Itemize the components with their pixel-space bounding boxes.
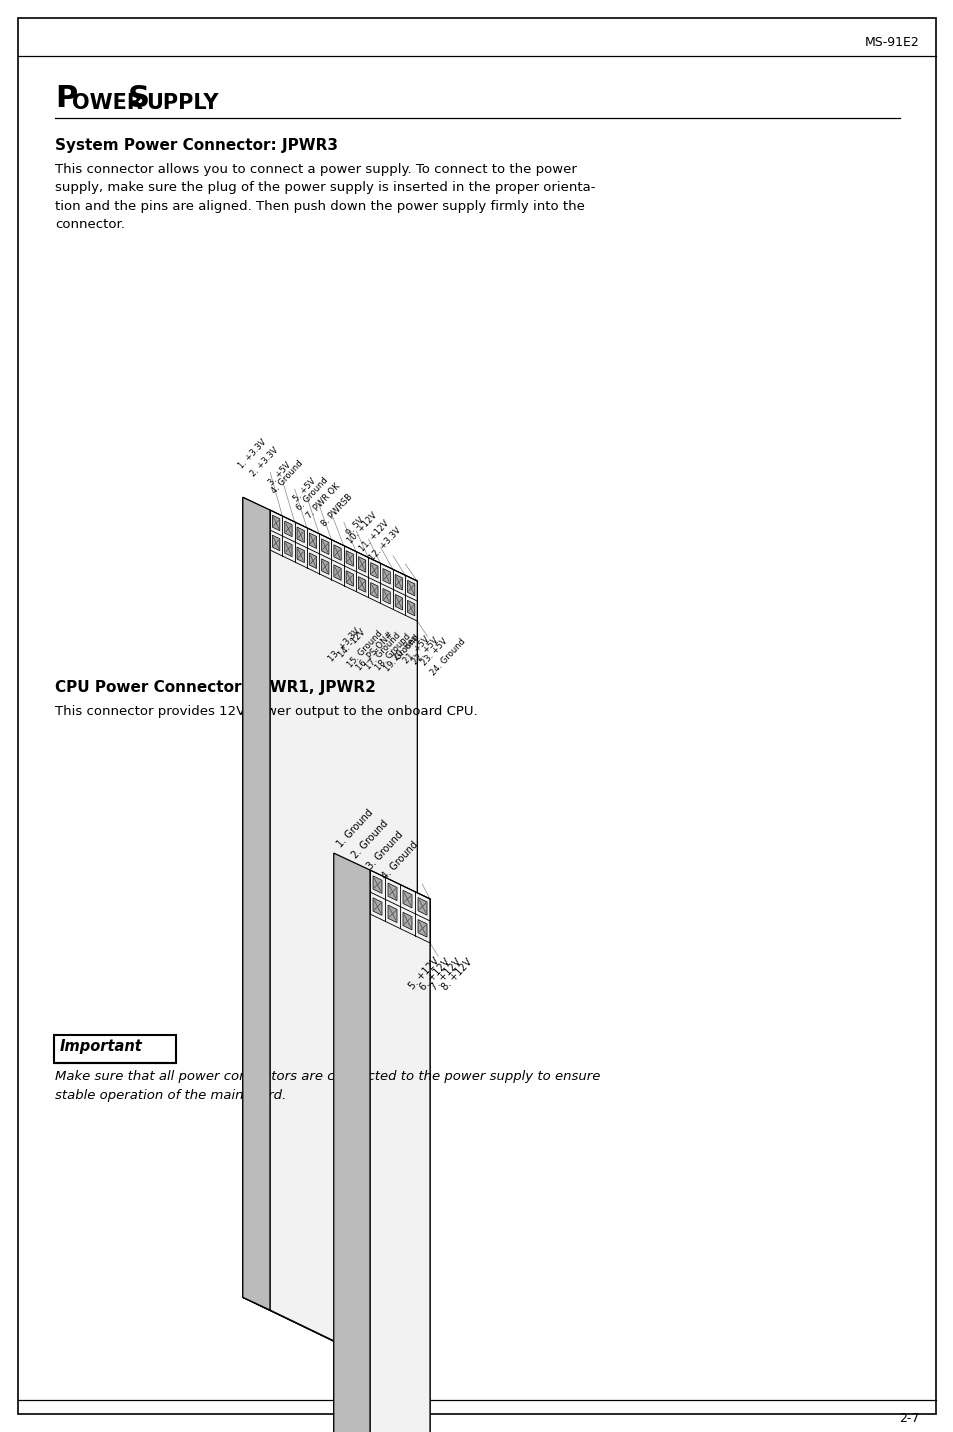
Text: OWER: OWER	[71, 93, 143, 113]
Polygon shape	[243, 497, 270, 1310]
Polygon shape	[321, 538, 329, 554]
Text: 8. +12V: 8. +12V	[439, 957, 474, 992]
Text: 9. 5V: 9. 5V	[345, 516, 366, 537]
Text: 19. Ground: 19. Ground	[382, 633, 421, 673]
Polygon shape	[417, 919, 427, 937]
Polygon shape	[388, 905, 396, 922]
Polygon shape	[388, 884, 396, 901]
FancyBboxPatch shape	[54, 1035, 175, 1063]
Text: 6. +12V: 6. +12V	[417, 957, 452, 992]
Text: Important: Important	[60, 1040, 143, 1054]
Polygon shape	[358, 577, 365, 593]
Polygon shape	[394, 882, 430, 1432]
Text: 1. Ground: 1. Ground	[335, 808, 375, 849]
FancyBboxPatch shape	[18, 19, 935, 1413]
Polygon shape	[334, 853, 370, 1432]
Text: 16. PS-ON#: 16. PS-ON#	[355, 630, 395, 672]
Polygon shape	[407, 580, 415, 596]
Text: 18. Ground: 18. Ground	[374, 632, 412, 672]
Polygon shape	[273, 516, 279, 531]
Polygon shape	[334, 853, 394, 1432]
Text: 13. +3.3V: 13. +3.3V	[327, 627, 362, 663]
Polygon shape	[407, 600, 415, 616]
Text: 17. Ground: 17. Ground	[364, 630, 402, 672]
Polygon shape	[346, 571, 354, 586]
Text: 8. PWRSB: 8. PWRSB	[319, 493, 354, 528]
Text: 10. +12V: 10. +12V	[345, 511, 378, 546]
Text: 5. +5V: 5. +5V	[291, 477, 317, 504]
Polygon shape	[358, 557, 365, 573]
Polygon shape	[395, 594, 402, 610]
Polygon shape	[309, 553, 316, 569]
Text: S: S	[128, 84, 150, 113]
Text: System Power Connector: JPWR3: System Power Connector: JPWR3	[55, 137, 337, 153]
Text: 20. Res: 20. Res	[392, 633, 419, 662]
Polygon shape	[334, 564, 341, 580]
Text: P: P	[55, 84, 77, 113]
Polygon shape	[395, 574, 402, 590]
Text: 15. Ground: 15. Ground	[346, 629, 384, 669]
Polygon shape	[402, 891, 412, 908]
Polygon shape	[284, 541, 292, 557]
Polygon shape	[371, 583, 377, 599]
Polygon shape	[243, 1297, 416, 1380]
Text: 2. +3.3V: 2. +3.3V	[249, 445, 280, 478]
Text: 12. +3.3V: 12. +3.3V	[368, 526, 403, 563]
Text: 24. Ground: 24. Ground	[429, 637, 467, 677]
Text: 11. +12V: 11. +12V	[357, 520, 391, 554]
Polygon shape	[346, 551, 354, 566]
Polygon shape	[296, 527, 304, 543]
Polygon shape	[243, 497, 390, 1369]
Polygon shape	[273, 536, 279, 551]
Text: This connector allows you to connect a power supply. To connect to the power
sup: This connector allows you to connect a p…	[55, 163, 595, 232]
Polygon shape	[270, 510, 416, 1380]
Text: MS-91E2: MS-91E2	[864, 36, 919, 49]
Text: 21. +5V: 21. +5V	[401, 634, 431, 664]
Text: Make sure that all power connectors are connected to the power supply to ensure
: Make sure that all power connectors are …	[55, 1070, 599, 1101]
Text: 2. Ground: 2. Ground	[350, 818, 390, 861]
Text: 7. PWR OK: 7. PWR OK	[305, 481, 341, 520]
Text: 3. Ground: 3. Ground	[365, 829, 405, 871]
Text: UPPLY: UPPLY	[146, 93, 218, 113]
Text: 4. Ground: 4. Ground	[270, 458, 305, 495]
Text: 7. +12V: 7. +12V	[429, 957, 463, 992]
Text: 4. Ground: 4. Ground	[379, 839, 419, 882]
Polygon shape	[382, 589, 390, 604]
Polygon shape	[321, 558, 329, 574]
Text: 6. Ground: 6. Ground	[294, 475, 330, 513]
Polygon shape	[382, 569, 390, 584]
Polygon shape	[390, 569, 416, 1380]
Polygon shape	[334, 544, 341, 560]
Text: This connector provides 12V power output to the onboard CPU.: This connector provides 12V power output…	[55, 705, 477, 717]
Text: 22. +5V: 22. +5V	[411, 636, 440, 666]
Text: 14. -12V: 14. -12V	[336, 627, 367, 660]
Polygon shape	[296, 547, 304, 563]
Polygon shape	[402, 912, 412, 929]
Polygon shape	[284, 521, 292, 537]
Polygon shape	[373, 898, 381, 915]
Polygon shape	[417, 898, 427, 915]
Text: CPU Power Connector: JPWR1, JPWR2: CPU Power Connector: JPWR1, JPWR2	[55, 680, 375, 695]
Polygon shape	[373, 876, 381, 894]
Text: 1. +3.3V: 1. +3.3V	[236, 438, 268, 471]
Polygon shape	[309, 533, 316, 548]
Polygon shape	[370, 871, 430, 1432]
Text: 5. +12V: 5. +12V	[407, 957, 440, 992]
Text: 3. +5V: 3. +5V	[267, 460, 293, 487]
Text: 23. +5V: 23. +5V	[419, 636, 449, 667]
Polygon shape	[371, 563, 377, 579]
Text: 2-7: 2-7	[899, 1412, 919, 1425]
